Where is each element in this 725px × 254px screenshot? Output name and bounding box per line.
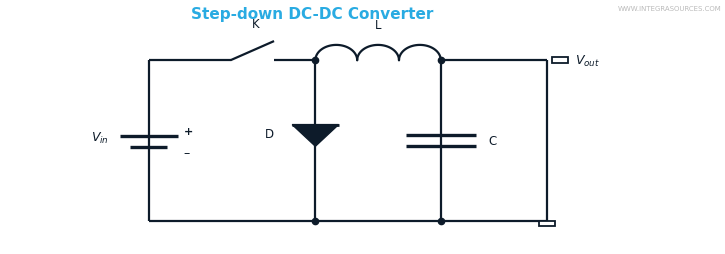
Bar — [552, 58, 568, 64]
Text: +: + — [183, 126, 193, 136]
Text: –: – — [183, 147, 190, 160]
Text: $V_{out}$: $V_{out}$ — [575, 53, 600, 69]
Text: K: K — [252, 18, 260, 30]
Bar — [539, 221, 555, 227]
Text: L: L — [375, 19, 381, 32]
Text: WWW.INTEGRASOURCES.COM: WWW.INTEGRASOURCES.COM — [618, 6, 721, 12]
Text: D: D — [265, 128, 274, 140]
Text: Step-down DC-DC Converter: Step-down DC-DC Converter — [191, 7, 433, 21]
Text: C: C — [489, 135, 497, 147]
Text: $V_{in}$: $V_{in}$ — [91, 130, 109, 146]
Polygon shape — [292, 125, 339, 147]
